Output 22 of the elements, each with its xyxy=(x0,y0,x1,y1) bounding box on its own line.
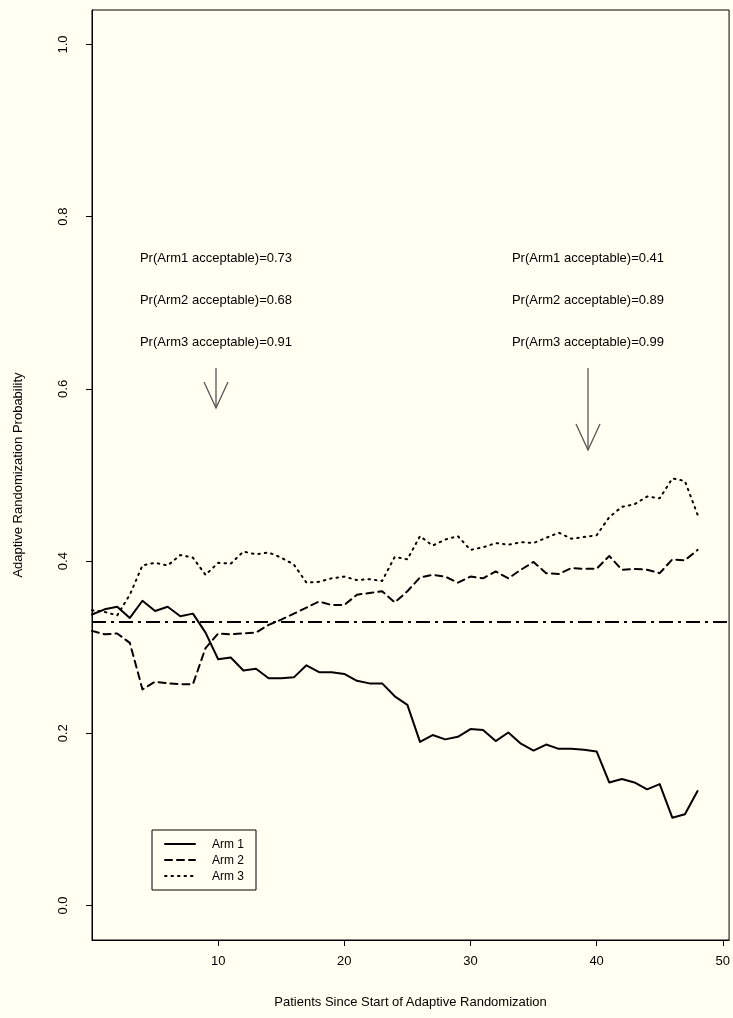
y-tick-label: 0.8 xyxy=(54,207,70,226)
annotation: Pr(Arm1 acceptable)=0.73 xyxy=(139,249,293,265)
y-tick-label: 0.6 xyxy=(54,379,70,398)
x-tick-label: 20 xyxy=(337,953,352,968)
y-tick-label: 0.0 xyxy=(54,896,70,915)
legend-label: Arm 1 xyxy=(212,837,245,851)
x-tick-label: 10 xyxy=(210,953,226,968)
annotation: Pr(Arm3 acceptable)=0.91 xyxy=(139,333,293,349)
annotation: Pr(Arm1 acceptable)=0.41 xyxy=(511,249,665,265)
annotation: Pr(Arm2 acceptable)=0.68 xyxy=(139,291,293,307)
legend-label: Arm 2 xyxy=(212,853,245,867)
x-tick-label: 30 xyxy=(463,953,478,968)
y-tick-label: 1.0 xyxy=(54,35,70,54)
x-axis-title: Patients Since Start of Adaptive Randomization xyxy=(274,994,547,1009)
annotation: Pr(Arm3 acceptable)=0.99 xyxy=(511,333,665,349)
y-tick-label: 0.4 xyxy=(54,552,70,571)
y-tick-label: 0.2 xyxy=(54,724,70,743)
legend-label: Arm 3 xyxy=(212,869,245,883)
y-axis-title: Adaptive Randomization Probability xyxy=(10,371,25,578)
x-tick-label: 50 xyxy=(715,953,730,968)
annotation: Pr(Arm2 acceptable)=0.89 xyxy=(511,291,665,307)
x-tick-label: 40 xyxy=(589,953,604,968)
